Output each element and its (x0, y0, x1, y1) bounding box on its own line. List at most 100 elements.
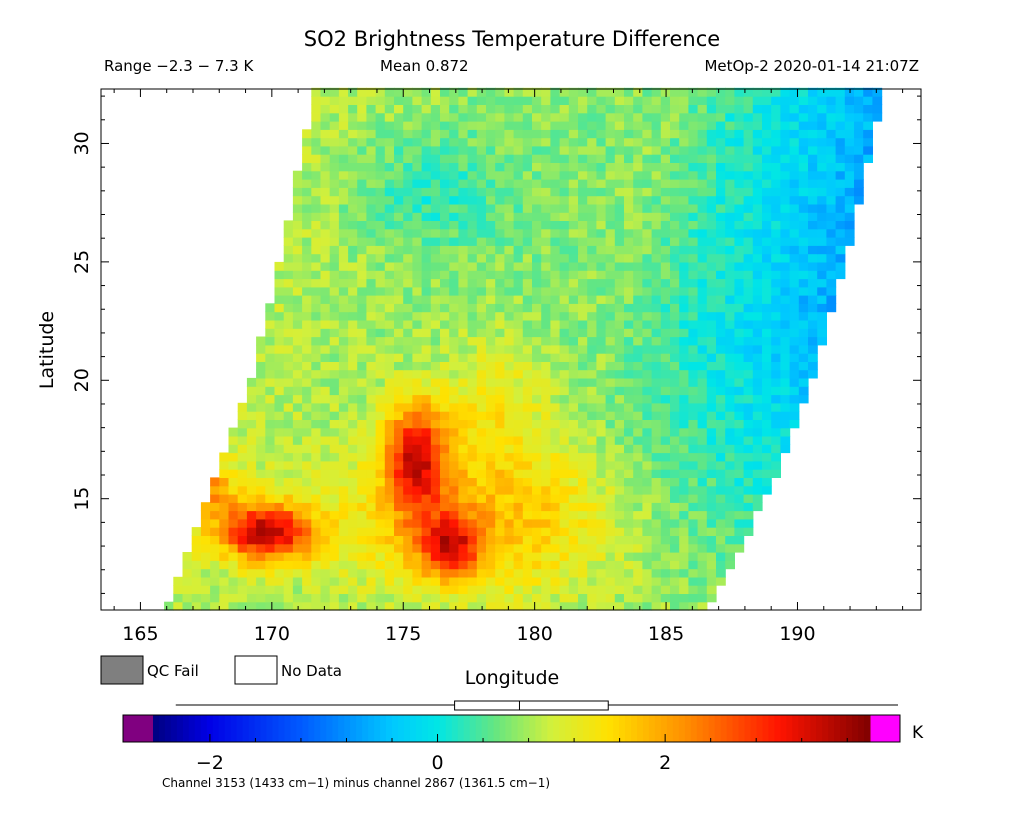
heatmap-cell (329, 353, 340, 362)
heatmap-cell (624, 261, 634, 271)
heatmap-cell (789, 377, 800, 387)
heatmap-cell (624, 145, 634, 155)
heatmap-cell (513, 444, 524, 454)
heatmap-cell (384, 245, 395, 255)
heatmap-cell (532, 228, 542, 238)
heatmap-cell (283, 361, 294, 371)
heatmap-cell (476, 237, 487, 246)
heatmap-cell (826, 212, 837, 221)
heatmap-cell (706, 270, 717, 280)
heatmap-cell (587, 435, 597, 445)
heatmap-cell (283, 435, 294, 445)
heatmap-cell (200, 510, 211, 520)
heatmap-cell (440, 477, 450, 487)
heatmap-cell (826, 145, 837, 155)
heatmap-cell (550, 112, 561, 122)
heatmap-cell (651, 552, 662, 561)
heatmap-cell (384, 576, 395, 586)
heatmap-cell (734, 518, 745, 528)
heatmap-cell (642, 154, 653, 163)
heatmap-cell (320, 121, 331, 130)
heatmap-cell (430, 154, 441, 163)
heatmap-cell (522, 377, 533, 387)
heatmap-cell (587, 245, 597, 255)
heatmap-cell (679, 212, 689, 221)
heatmap-cell (541, 187, 551, 197)
heatmap-cell (430, 319, 441, 329)
heatmap-cell (550, 162, 561, 172)
heatmap-cell (532, 460, 542, 470)
heatmap-cell (228, 435, 239, 445)
heatmap-cell (762, 96, 772, 105)
heatmap-cell (311, 336, 322, 346)
heatmap-cell (633, 336, 643, 346)
heatmap-cell (375, 502, 386, 512)
heatmap-cell (449, 295, 459, 304)
heatmap-cell (329, 112, 340, 122)
heatmap-cell (578, 518, 588, 528)
heatmap-cell (762, 369, 772, 379)
heatmap-cell (762, 179, 772, 188)
heatmap-cell (532, 394, 542, 404)
heatmap-cell (458, 237, 469, 246)
heatmap-cell (302, 154, 312, 163)
heatmap-cell (357, 469, 367, 478)
colorbar-segment (386, 715, 393, 742)
heatmap-cell (430, 328, 441, 338)
heatmap-cell (228, 460, 239, 470)
heatmap-cell (633, 145, 643, 155)
heatmap-cell (265, 485, 276, 495)
heatmap-cell (660, 228, 671, 238)
heatmap-cell (375, 535, 386, 545)
heatmap-cell (835, 121, 846, 130)
heatmap-cell (633, 237, 643, 246)
heatmap-cell (458, 394, 469, 404)
heatmap-cell (421, 245, 432, 255)
heatmap-cell (403, 377, 413, 387)
heatmap-cell (421, 601, 432, 611)
heatmap-cell (651, 319, 662, 329)
heatmap-cell (596, 195, 607, 205)
colorbar-segment (392, 715, 399, 742)
heatmap-cell (256, 502, 266, 512)
heatmap-cell (863, 129, 873, 139)
heatmap-cell (458, 270, 469, 280)
heatmap-cell (292, 452, 303, 462)
heatmap-cell (403, 295, 413, 304)
heatmap-cell (375, 237, 386, 246)
heatmap-cell (780, 444, 791, 454)
heatmap-cell (348, 386, 358, 396)
heatmap-cell (458, 469, 469, 478)
heatmap-cell (366, 485, 377, 495)
heatmap-cell (568, 353, 579, 362)
heatmap-cell (191, 568, 202, 578)
heatmap-cell (476, 336, 487, 346)
heatmap-cell (614, 419, 625, 429)
heatmap-cell (357, 162, 367, 172)
heatmap-cell (697, 427, 708, 437)
heatmap-cell (522, 419, 533, 429)
heatmap-cell (559, 319, 570, 329)
heatmap-cell (550, 212, 561, 221)
heatmap-cell (725, 336, 735, 346)
heatmap-cell (624, 419, 634, 429)
heatmap-cell (550, 253, 561, 263)
heatmap-cell (366, 270, 377, 280)
heatmap-cell (568, 435, 579, 445)
heatmap-cell (384, 494, 395, 503)
heatmap-cell (302, 145, 312, 155)
heatmap-cell (458, 195, 469, 205)
heatmap-cell (375, 129, 386, 139)
heatmap-cell (642, 278, 653, 288)
heatmap-cell (559, 568, 570, 578)
heatmap-cell (614, 535, 625, 545)
heatmap-cell (532, 303, 542, 313)
heatmap-cell (716, 319, 726, 329)
heatmap-cell (762, 162, 772, 172)
heatmap-cell (697, 154, 708, 163)
heatmap-cell (725, 386, 735, 396)
heatmap-cell (808, 245, 818, 255)
heatmap-cell (366, 568, 377, 578)
heatmap-cell (449, 518, 459, 528)
heatmap-cell (688, 145, 699, 155)
